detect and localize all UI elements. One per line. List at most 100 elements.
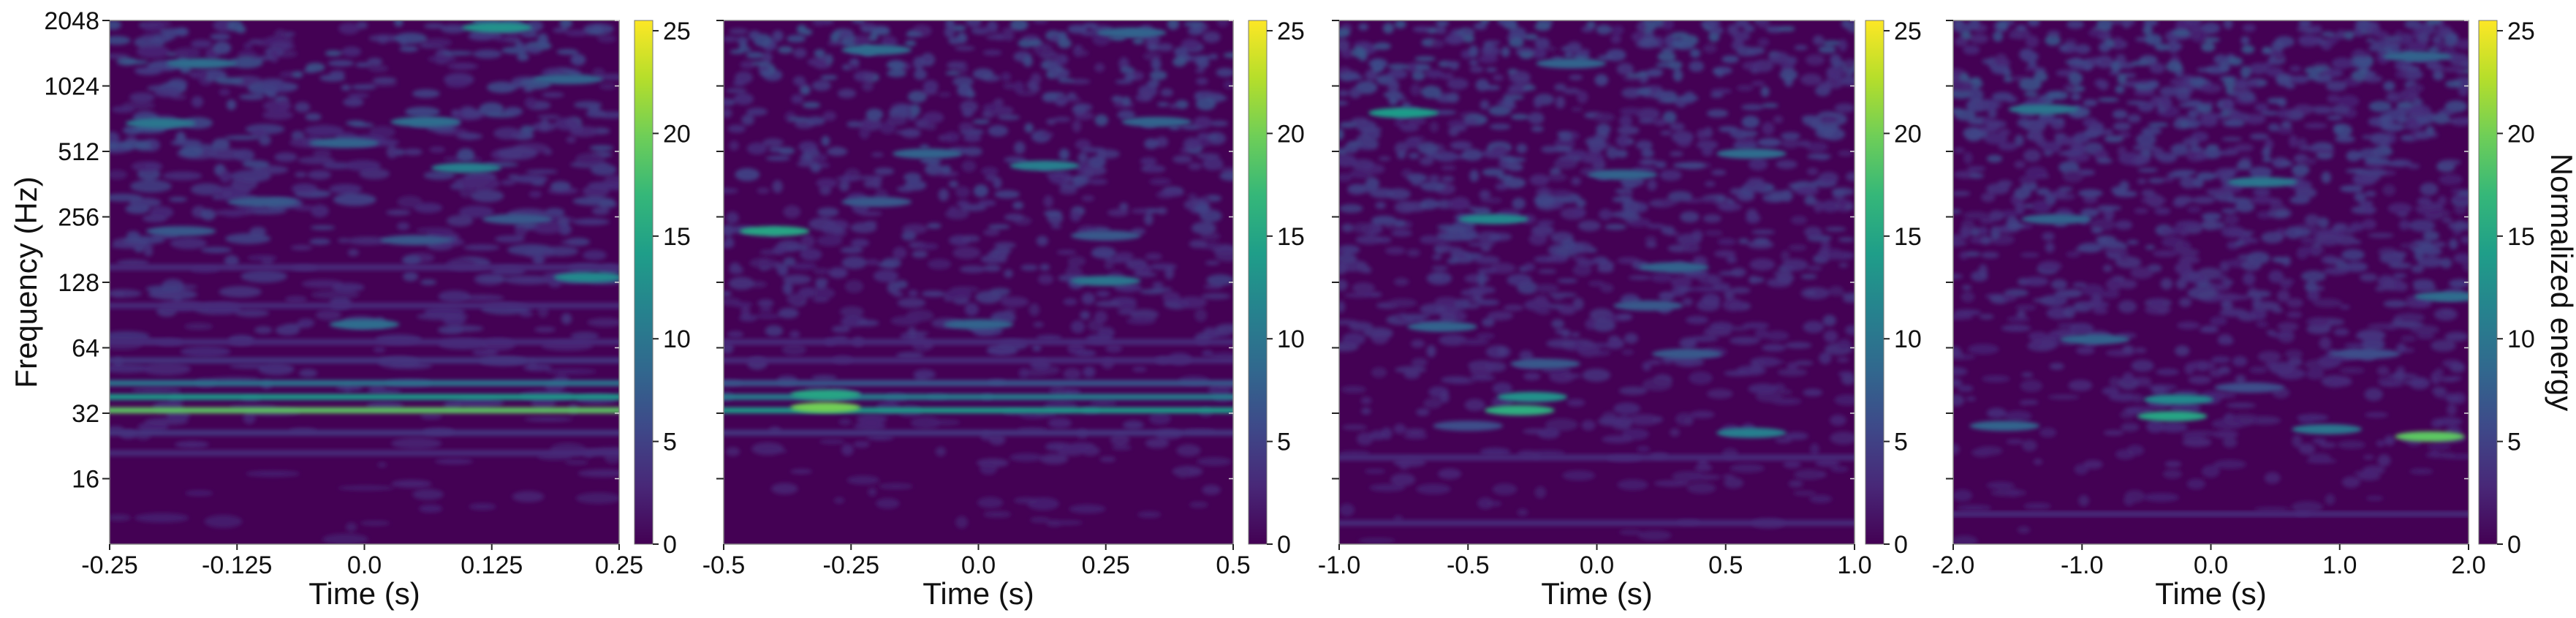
noise-cell [561,239,579,245]
noise-cell [329,70,346,78]
noise-cell [2181,432,2205,440]
noise-cell [1825,227,1846,232]
noise-cell [1702,214,1721,223]
noise-cell [1039,453,1069,464]
x-tick-label: 0.5 [1708,551,1743,579]
colorbar-tick-label: 5 [1894,429,1908,456]
noise-cell [1352,222,1371,234]
noise-cell [877,261,896,268]
noise-cell [1672,39,1686,49]
noise-cell [2140,196,2167,205]
noise-cell [2190,30,2208,43]
x-tick-label: 0.0 [1580,551,1614,579]
noise-cell [1432,254,1442,260]
noise-cell [1479,189,1491,200]
noise-cell [788,117,810,122]
noise-cell [800,248,822,261]
noise-cell [1196,57,1210,69]
noise-cell [1779,69,1798,81]
noise-cell [2108,20,2126,25]
noise-cell [2153,147,2164,159]
noise-cell [1369,430,1386,440]
noise-cell [2300,145,2323,151]
noise-cell [304,125,344,137]
noise-cell [2173,224,2185,230]
noise-cell [1567,399,1586,407]
noise-cell [2103,246,2124,254]
noise-cell [2262,157,2273,162]
noise-cell [2037,260,2062,272]
noise-cell [1724,477,1743,489]
noise-cell [2028,60,2037,69]
noise-cell [2119,279,2137,289]
noise-cell [2070,93,2082,101]
noise-cell [2229,110,2242,117]
noise-cell [1495,183,1509,191]
noise-cell [1980,235,1991,245]
noise-cell [1483,40,1501,45]
blob-group [125,22,619,330]
noise-cell [1648,359,1662,366]
noise-cell [2383,80,2395,91]
noise-cell [2210,316,2227,326]
noise-cell [2175,278,2188,290]
noise-cell [754,314,781,319]
noise-cell [219,88,230,96]
noise-cell [983,510,1012,518]
noise-cell [420,279,437,285]
noise-cell [295,172,307,178]
noise-cell [2066,20,2085,29]
noise-cell [2150,298,2164,310]
noise-cell [1961,226,1970,238]
noise-cell [980,167,999,176]
noise-cell [2335,135,2355,143]
noise-cell [2411,325,2439,335]
noise-cell [814,62,831,69]
y-tick-label: 128 [58,269,99,297]
noise-cell [2170,402,2201,415]
noise-cell [573,101,602,109]
noise-cell [1004,214,1025,222]
noise-cell [1817,472,1827,478]
noise-cell [1497,346,1507,357]
noise-cell [1807,265,1822,271]
noise-cell [959,265,986,274]
noise-cell [1205,260,1220,265]
noise-cell [905,31,923,38]
noise-cell [2292,434,2303,448]
noise-cell [461,108,482,118]
noise-cell [1057,446,1086,456]
noise-cell [2291,164,2310,176]
noise-cell [1812,35,1825,45]
noise-cell [963,134,982,143]
noise-cell [814,49,825,58]
energy-blob-8 [1613,300,1683,311]
noise-cell [2174,240,2192,254]
noise-cell [1375,201,1387,209]
noise-cell [1104,261,1114,270]
noise-cell [2025,35,2039,48]
noise-cell [1637,87,1651,96]
noise-cell [1480,197,1503,204]
noise-cell [2154,207,2171,215]
noise-cell [142,34,154,40]
noise-cell [2174,195,2194,205]
noise-cell [1749,258,1776,271]
noise-cell [997,250,1008,263]
noise-cell [2023,502,2051,510]
noise-cell [2458,86,2469,97]
noise-cell [1647,179,1657,191]
noise-cell [130,179,172,193]
energy-blob-13 [1587,169,1658,180]
noise-cell [2039,427,2057,438]
noise-cell [1004,269,1013,278]
band-group [1339,454,1855,527]
noise-cell [507,244,555,256]
noise-cell [2118,181,2129,192]
noise-cell [1155,136,1169,148]
noise-cell [1152,282,1164,287]
noise-cell [2357,148,2382,160]
noise-cell [2300,236,2316,244]
energy-blob-11 [841,45,912,56]
noise-cell [1143,213,1153,226]
